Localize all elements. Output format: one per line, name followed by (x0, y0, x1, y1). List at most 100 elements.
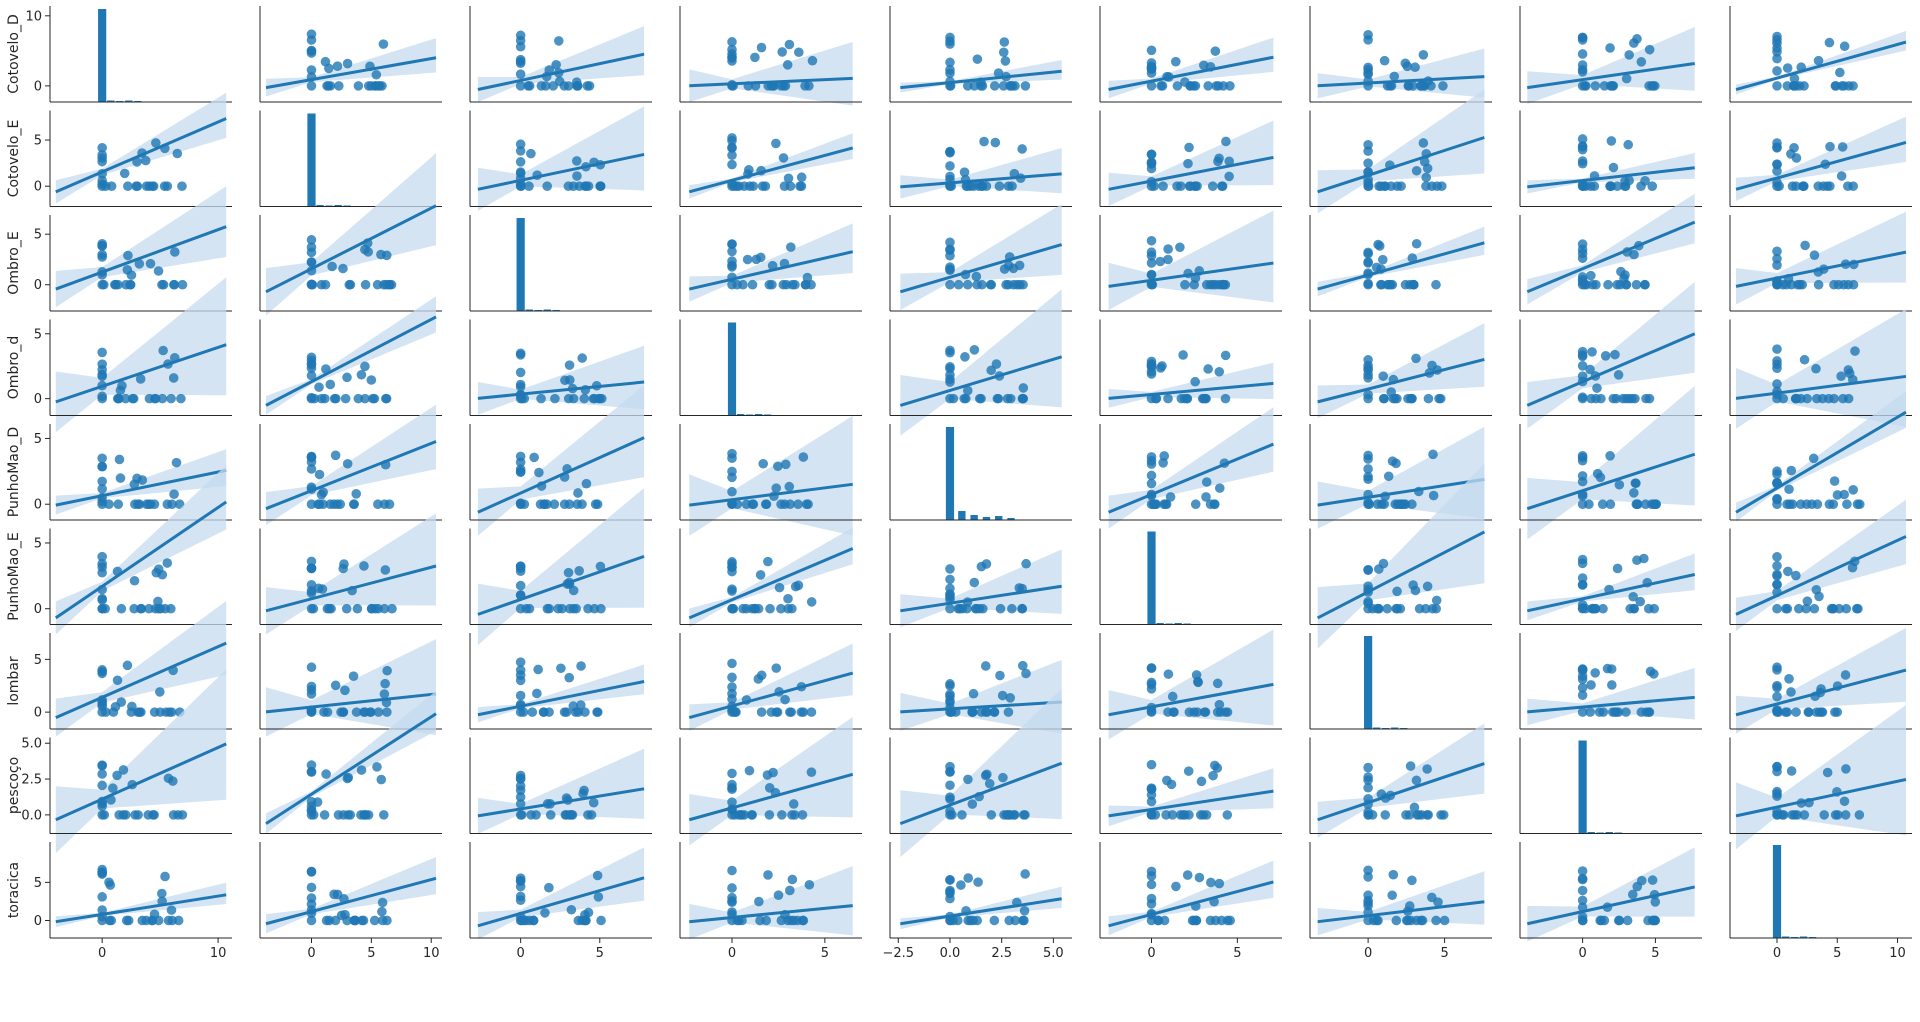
scatter-point (348, 671, 359, 681)
scatter-point (945, 893, 955, 904)
y-tick-label: 0 (34, 498, 42, 513)
histogram-bar-small (958, 511, 966, 520)
panel-pescoço-vs-PunhoMao_D (889, 688, 1072, 858)
scatter-point (1168, 707, 1179, 717)
scatter-point (744, 164, 754, 175)
scatter-point (1368, 915, 1379, 926)
scatter-point (1363, 389, 1373, 400)
regression-line (1317, 241, 1485, 291)
scatter-point (1851, 603, 1862, 614)
panel-Cotovelo_E-vs-Cotovelo_D: 0 5 Cotovelo_E (6, 92, 232, 207)
scatter-point (134, 259, 145, 269)
scatter-point (1811, 584, 1822, 595)
x-tick-label: 0 (517, 946, 525, 961)
scatter-point (727, 566, 737, 577)
histogram-bar-main (307, 113, 316, 207)
scatter-point (1391, 915, 1402, 926)
scatter-point (1364, 499, 1375, 510)
scatter-point (97, 476, 107, 487)
scatter-point (172, 148, 183, 159)
scatter-point (732, 279, 742, 290)
scatter-point (544, 707, 554, 717)
scatter-point (1194, 872, 1205, 883)
scatter-point (727, 44, 737, 55)
scatter-point (727, 256, 737, 266)
scatter-point (115, 473, 126, 483)
scatter-point (1146, 879, 1157, 890)
scatter-point (97, 347, 107, 358)
scatter-point (727, 865, 737, 876)
scatter-point (992, 393, 1003, 404)
scatter-point (549, 499, 560, 510)
scatter-point (999, 264, 1010, 274)
scatter-point (1157, 81, 1168, 91)
scatter-point (515, 58, 526, 69)
scatter-point (994, 181, 1005, 191)
scatter-point (787, 603, 797, 614)
scatter-point (1791, 707, 1801, 717)
scatter-point (540, 908, 550, 918)
scatter-point (338, 810, 349, 820)
scatter-point (793, 499, 803, 510)
scatter-point (572, 171, 582, 181)
scatter-point (338, 707, 349, 717)
scatter-point (1577, 371, 1588, 381)
panel-Ombro_E-vs-Ombro_d (679, 215, 862, 312)
panel-PunhoMao_D-vs-PunhoMao_E (1099, 407, 1282, 529)
scatter-point (1422, 581, 1433, 592)
scatter-point (1600, 351, 1611, 361)
scatter-point (372, 762, 382, 772)
scatter-point (756, 670, 767, 681)
scatter-point (804, 879, 815, 890)
x-tick-label: 5 (596, 946, 604, 961)
scatter-point (126, 270, 137, 280)
scatter-point (1772, 691, 1782, 702)
scatter-point (1641, 393, 1651, 404)
panel-Ombro_E-vs-PunhoMao_E (1099, 210, 1282, 312)
scatter-point (129, 603, 139, 614)
scatter-point (323, 81, 334, 91)
scatter-point (177, 279, 188, 290)
scatter-point (345, 810, 356, 820)
scatter-point (157, 393, 168, 404)
scatter-point (1363, 248, 1373, 259)
scatter-point (727, 672, 737, 683)
scatter-point (1584, 499, 1594, 510)
confidence-band (900, 204, 1062, 310)
histogram-bar-small (970, 515, 978, 520)
scatter-point (1587, 347, 1597, 357)
regression-line (1735, 410, 1907, 514)
scatter-point (785, 885, 795, 896)
regression-line (265, 876, 437, 926)
scatter-point (123, 915, 134, 926)
scatter-point (332, 61, 343, 71)
y-tick-label: 0 (34, 602, 42, 617)
scatter-point (1577, 690, 1588, 701)
panel-Ombro_E-vs-Cotovelo_D: 0 5 Ombro_E (6, 186, 232, 312)
scatter-point (1580, 603, 1591, 614)
scatter-point (1606, 664, 1617, 674)
scatter-point (1211, 81, 1222, 91)
scatter-point (114, 454, 125, 465)
scatter-point (100, 181, 111, 191)
histogram-bar-small (995, 516, 1003, 520)
scatter-point (101, 707, 111, 717)
scatter-point (1622, 915, 1633, 926)
scatter-point (1842, 499, 1852, 510)
confidence-band (689, 415, 853, 536)
scatter-point (1597, 499, 1608, 510)
scatter-point (1163, 244, 1173, 254)
scatter-point (956, 880, 966, 890)
scatter-point (97, 665, 107, 675)
scatter-point (306, 46, 317, 56)
scatter-point (1799, 810, 1810, 820)
scatter-point (167, 499, 177, 510)
scatter-point (1403, 81, 1414, 91)
scatter-point (945, 794, 955, 804)
scatter-point (727, 784, 737, 794)
scatter-point (1643, 915, 1653, 926)
scatter-point (1643, 603, 1654, 614)
scatter-point (595, 181, 606, 191)
scatter-point (132, 473, 142, 484)
scatter-point (1363, 865, 1373, 876)
